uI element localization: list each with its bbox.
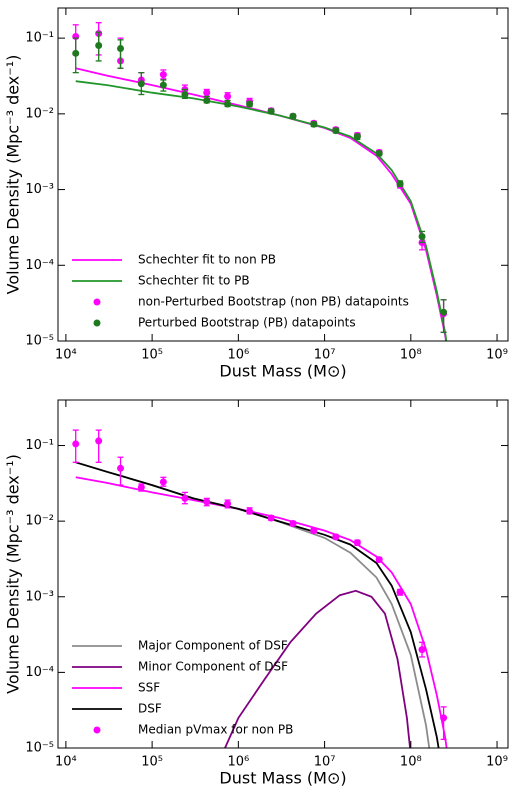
x-axis-label: Dust Mass (M⊙) [219, 769, 346, 788]
x-tick-label: 10⁷ [314, 348, 336, 363]
x-tick-label: 10⁸ [400, 755, 422, 770]
data-point [95, 437, 103, 445]
data-point [353, 133, 361, 141]
series-line [75, 461, 440, 748]
data-point [203, 498, 211, 506]
x-tick-label: 10⁹ [486, 348, 508, 363]
data-point [203, 89, 211, 97]
legend-swatch [93, 319, 101, 327]
axes-frame [57, 7, 509, 342]
data-point [95, 41, 103, 49]
y-tick-label: 10⁻⁴ [25, 258, 54, 273]
data-point [332, 127, 340, 135]
data-point [310, 527, 318, 535]
plot-area [72, 22, 448, 341]
legend-label: Major Component of DSF [138, 639, 288, 653]
legend-swatch [93, 298, 101, 306]
data-point [418, 232, 426, 240]
x-tick-label: 10⁴ [55, 348, 77, 363]
y-tick-label: 10⁻² [25, 514, 54, 529]
data-point [246, 100, 254, 108]
y-tick-label: 10⁻¹ [25, 31, 54, 46]
data-point [137, 483, 145, 491]
legend-label: SSF [138, 681, 160, 695]
data-point [159, 478, 167, 486]
y-tick-label: 10⁻³ [25, 589, 54, 604]
y-axis-label: Volume Density (Mpc⁻³ dex⁻¹) [4, 55, 23, 295]
data-point [418, 646, 426, 654]
data-point [375, 149, 383, 157]
data-point [137, 80, 145, 88]
legend-label: Schechter fit to PB [138, 274, 250, 288]
series-line [75, 80, 448, 341]
x-tick-label: 10⁹ [486, 755, 508, 770]
data-point [353, 539, 361, 547]
data-point [159, 71, 167, 79]
data-point [117, 464, 125, 472]
data-point [267, 107, 275, 115]
legend-swatch [93, 726, 101, 734]
legend-label: Schechter fit to non PB [138, 253, 276, 267]
data-point [181, 494, 189, 502]
data-point [267, 514, 275, 522]
x-axis-label: Dust Mass (M⊙) [219, 362, 346, 381]
y-tick-label: 10⁻¹ [25, 438, 54, 453]
data-point [72, 440, 80, 448]
data-point [289, 112, 297, 120]
x-tick-label: 10⁵ [141, 755, 163, 770]
y-tick-label: 10⁻³ [25, 182, 54, 197]
y-axis-label: Volume Density (Mpc⁻³ dex⁻¹) [4, 454, 23, 694]
data-point [396, 588, 404, 596]
data-point [375, 556, 383, 564]
x-tick-label: 10⁶ [227, 348, 249, 363]
plot-area [72, 429, 448, 748]
x-tick-label: 10⁶ [227, 755, 249, 770]
data-point [203, 97, 211, 105]
data-point [332, 533, 340, 541]
series-line [75, 476, 448, 748]
data-point [396, 180, 404, 188]
legend-label: Perturbed Bootstrap (PB) datapoints [138, 316, 356, 330]
x-tick-label: 10⁵ [141, 348, 163, 363]
data-point [246, 507, 254, 515]
legend-label: non-Perturbed Bootstrap (non PB) datapoi… [138, 295, 409, 309]
legend-label: Minor Component of DSF [138, 660, 288, 674]
series-line [224, 589, 411, 748]
data-point [440, 714, 448, 722]
data-point [440, 308, 448, 316]
y-tick-label: 10⁻² [25, 106, 54, 121]
y-tick-label: 10⁻⁵ [25, 741, 54, 756]
data-point [159, 81, 167, 89]
legend-label: DSF [138, 702, 162, 716]
data-point [181, 91, 189, 99]
legend-label: Median pVmax for non PB [138, 723, 293, 737]
data-point [72, 49, 80, 57]
y-tick-label: 10⁻⁵ [25, 334, 54, 349]
x-tick-label: 10⁸ [400, 348, 422, 363]
data-point [224, 92, 232, 100]
data-point [224, 100, 232, 108]
data-point [310, 120, 318, 128]
data-point [117, 44, 125, 52]
data-point [289, 520, 297, 528]
data-point [224, 500, 232, 508]
series-line [75, 67, 447, 341]
axes-frame [57, 399, 509, 749]
x-tick-label: 10⁴ [55, 755, 77, 770]
y-tick-label: 10⁻⁴ [25, 665, 54, 680]
x-tick-label: 10⁷ [314, 755, 336, 770]
